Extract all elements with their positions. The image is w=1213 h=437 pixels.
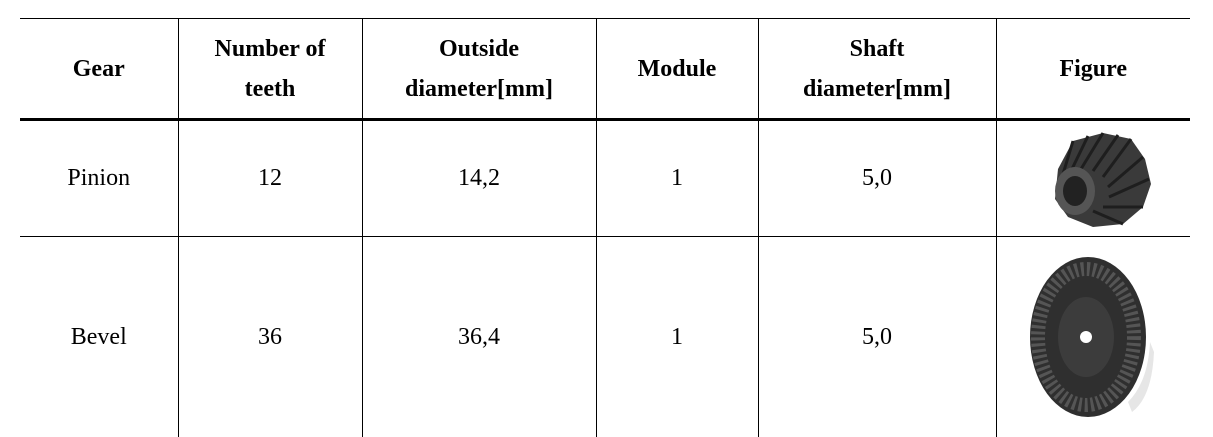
header-text: Module <box>597 49 758 89</box>
header-text: Shaft <box>759 29 996 69</box>
figure-cell <box>996 120 1190 237</box>
header-text: Number of <box>179 29 362 69</box>
bevel-image <box>1028 252 1158 422</box>
header-text: Figure <box>997 49 1191 89</box>
header-cell: Module <box>596 19 758 120</box>
header-text: diameter[mm] <box>363 69 596 109</box>
header-text: Outside <box>363 29 596 69</box>
cell: 1 <box>596 237 758 437</box>
pinion-image <box>1033 129 1153 229</box>
cell: 36,4 <box>362 237 596 437</box>
cell: 12 <box>178 120 362 237</box>
cell: 5,0 <box>758 120 996 237</box>
header-text: Gear <box>20 49 178 89</box>
cell: 5,0 <box>758 237 996 437</box>
header-cell: Figure <box>996 19 1190 120</box>
header-text: teeth <box>179 69 362 109</box>
cell: Bevel <box>20 237 178 437</box>
cell: 1 <box>596 120 758 237</box>
cell: 36 <box>178 237 362 437</box>
figure-cell <box>996 237 1190 437</box>
header-text: diameter[mm] <box>759 69 996 109</box>
cell: Pinion <box>20 120 178 237</box>
page: {"table": { "header": [ ["Gear"], ["Numb… <box>0 0 1213 430</box>
header-cell: Gear <box>20 19 178 120</box>
cell: 14,2 <box>362 120 596 237</box>
